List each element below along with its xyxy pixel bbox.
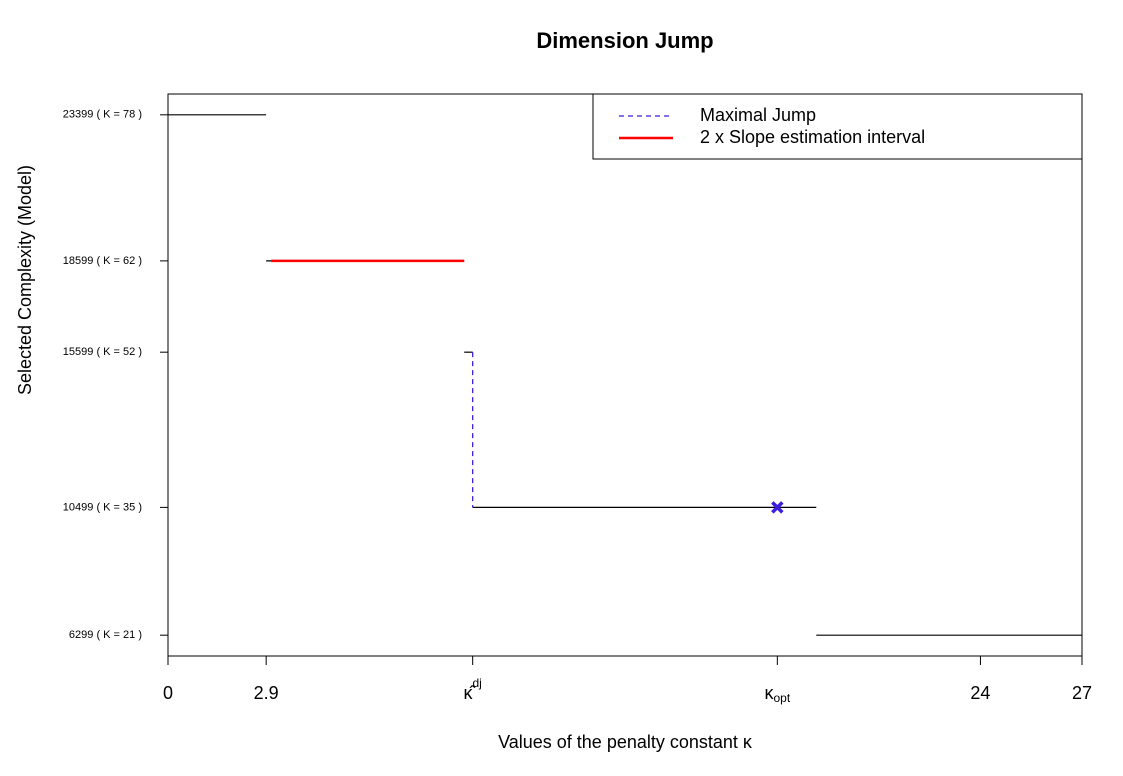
legend-box	[592, 93, 1083, 160]
selected-point	[771, 501, 784, 514]
y-tick-label: 10499 ( K = 35 )	[63, 501, 142, 513]
y-tick-label: 15599 ( K = 52 )	[63, 346, 142, 358]
legend-label: Maximal Jump	[700, 105, 816, 125]
x-tick-sub: opt	[773, 691, 790, 705]
legend-label: 2 x Slope estimation interval	[700, 127, 925, 147]
x-tick-label: κ̂dj	[463, 676, 481, 703]
x-tick-sup: dj	[472, 676, 481, 690]
x-axis-label: Values of the penalty constant κ	[498, 732, 753, 752]
plot-box	[167, 93, 1083, 657]
x-tick-label: 27	[1072, 683, 1092, 703]
y-tick-label: 23399 ( K = 78 )	[63, 109, 142, 121]
x-tick-label: 0	[163, 683, 173, 703]
y-tick-label: 18599 ( K = 62 )	[63, 255, 142, 267]
chart-title: Dimension Jump	[536, 28, 713, 53]
x-tick-label: 2.9	[254, 683, 279, 703]
x-tick-label: κopt	[764, 683, 790, 705]
x-tick-label: 24	[970, 683, 990, 703]
y-axis-label: Selected Complexity (Model)	[15, 165, 35, 395]
y-tick-label: 6299 ( K = 21 )	[69, 629, 142, 641]
